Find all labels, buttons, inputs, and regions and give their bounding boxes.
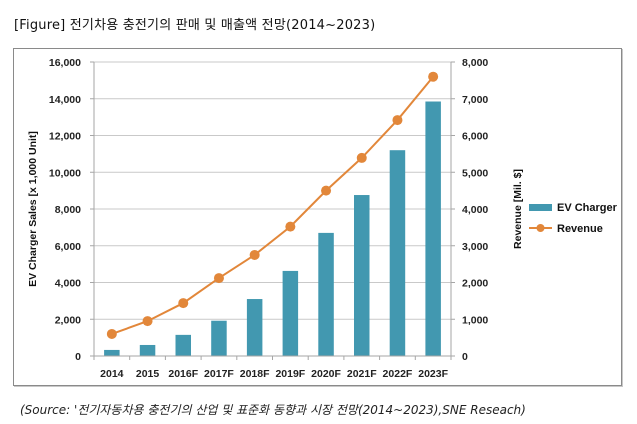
figure-title: [Figure] 전기차용 충전기의 판매 및 매출액 전망(2014~2023… — [14, 18, 376, 33]
x-tick-label: 2019F — [275, 368, 305, 380]
bar-ev-charger — [389, 150, 406, 356]
bar-ev-charger — [425, 101, 441, 356]
revenue-point — [428, 71, 439, 82]
legend: EV Charger Revenue — [529, 202, 618, 235]
x-tick-label: 2017F — [204, 368, 234, 380]
x-tick-label: 2023F — [418, 368, 448, 380]
right-tick-label: 8,000 — [462, 57, 488, 69]
revenue-point — [142, 316, 153, 327]
bar-ev-charger — [318, 232, 334, 356]
left-axis-ticks: 0 2,000 4,000 6,000 8,000 10,000 12,000 14,000 1… — [49, 57, 81, 363]
bar-ev-charger — [211, 320, 227, 356]
revenue-point — [213, 273, 224, 284]
left-tick-label: 10,000 — [49, 167, 81, 179]
right-tick-label: 2,000 — [462, 278, 488, 290]
x-tick-label: 2015 — [136, 368, 160, 380]
revenue-line — [111, 76, 434, 335]
x-tick-label: 2014 — [100, 368, 124, 380]
left-tick-label: 12,000 — [49, 131, 81, 143]
bar-ev-charger — [139, 344, 156, 356]
right-tick-label: 6,000 — [462, 131, 488, 143]
x-tick-label: 2016F — [168, 368, 198, 380]
revenue-point — [321, 185, 332, 196]
legend-bar-swatch — [529, 204, 552, 211]
chart-frame — [13, 48, 622, 386]
left-tick-label: 14,000 — [49, 94, 81, 106]
left-tick-label: 0 — [75, 351, 81, 363]
bar-ev-charger — [175, 334, 191, 356]
right-tick-label: 3,000 — [462, 241, 488, 253]
axes — [90, 61, 455, 360]
left-tick-label: 4,000 — [55, 278, 81, 290]
revenue-point — [285, 221, 296, 232]
right-axis-ticks: 0 1,000 2,000 3,000 4,000 5,000 6,000 7,000 8,00… — [462, 57, 488, 363]
left-tick-label: 8,000 — [55, 204, 81, 216]
bar-series-ev-charger — [104, 101, 441, 356]
revenue-point — [392, 115, 403, 126]
right-tick-label: 1,000 — [462, 314, 488, 326]
revenue-point — [356, 152, 367, 163]
x-tick-label: 2022F — [383, 368, 413, 380]
bar-ev-charger — [354, 195, 370, 356]
x-tick-label: 2021F — [347, 368, 377, 380]
bar-ev-charger — [246, 299, 263, 356]
x-axis-ticks: 2014 2015 2016F 2017F 2018F 2019F 2020F 2021F 20… — [100, 368, 448, 380]
legend-label-ev-charger: EV Charger — [557, 202, 618, 214]
revenue-point — [178, 298, 189, 309]
bar-ev-charger — [282, 270, 299, 356]
legend-label-revenue: Revenue — [557, 223, 603, 235]
right-axis-title: Revenue [Mil. $] — [512, 169, 524, 249]
source-caption: (Source: '전기자동차용 충전기의 산업 및 표준화 동향과 시장 전망… — [20, 403, 526, 417]
right-tick-label: 0 — [462, 351, 468, 363]
left-tick-label: 6,000 — [55, 241, 81, 253]
revenue-point — [106, 328, 117, 339]
right-tick-label: 7,000 — [462, 94, 488, 106]
left-tick-label: 2,000 — [55, 314, 81, 326]
legend-marker-icon — [536, 224, 545, 232]
bar-ev-charger — [104, 349, 120, 356]
gridlines — [94, 61, 451, 320]
right-tick-label: 5,000 — [462, 167, 488, 179]
x-tick-label: 2018F — [240, 368, 270, 380]
x-tick-label: 2020F — [311, 368, 341, 380]
left-axis-title: EV Charger Sales [x 1,000 Unit] — [27, 131, 39, 287]
revenue-point — [249, 249, 260, 260]
left-tick-label: 16,000 — [49, 57, 81, 69]
line-series-revenue — [106, 71, 439, 339]
right-tick-label: 4,000 — [462, 204, 488, 216]
